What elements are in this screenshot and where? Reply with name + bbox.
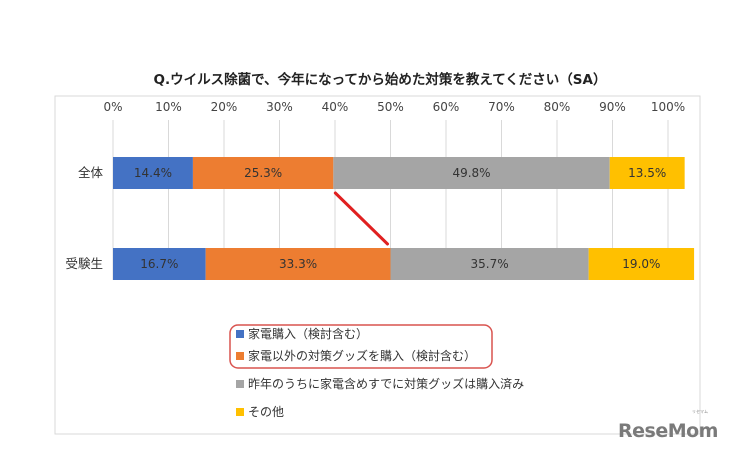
x-tick-label: 30% bbox=[266, 100, 293, 114]
legend-swatch bbox=[236, 330, 244, 338]
data-label: 33.3% bbox=[279, 257, 317, 271]
bar-segments bbox=[113, 157, 695, 280]
x-tick-label: 50% bbox=[377, 100, 404, 114]
x-tick-label: 10% bbox=[155, 100, 182, 114]
annotation-line bbox=[333, 191, 389, 246]
data-label: 19.0% bbox=[622, 257, 660, 271]
category-label: 受験生 bbox=[65, 256, 103, 271]
bar-segment bbox=[333, 157, 610, 189]
legend-label: 昨年のうちに家電含めすでに対策グッズは購入済み bbox=[248, 376, 524, 391]
x-tick-label: 70% bbox=[488, 100, 515, 114]
watermark-small-text: リセマム bbox=[692, 409, 708, 414]
data-label: 14.4% bbox=[134, 166, 172, 180]
watermark-logo: リセマム ReseMom bbox=[618, 409, 718, 442]
chart-title: Q.ウイルス除菌で、今年になってから始めた対策を教えてください（SA） bbox=[154, 71, 607, 88]
data-label: 16.7% bbox=[140, 257, 178, 271]
bar-segment bbox=[192, 157, 334, 189]
bar-segment bbox=[113, 157, 193, 189]
bar-segment bbox=[113, 248, 206, 280]
x-tick-label: 60% bbox=[433, 100, 460, 114]
legend-swatch bbox=[236, 408, 244, 416]
data-label: 13.5% bbox=[628, 166, 666, 180]
x-axis-ticks: 0% 10% 20% 30% 40% 50% 60% 70% 80% 90% 100% bbox=[103, 100, 685, 114]
x-tick-label: 0% bbox=[103, 100, 122, 114]
data-label: 35.7% bbox=[471, 257, 509, 271]
plot-frame bbox=[54, 95, 701, 435]
x-tick-label: 80% bbox=[544, 100, 571, 114]
x-tick-label: 100% bbox=[651, 100, 685, 114]
bar-segment bbox=[390, 248, 589, 280]
watermark-text: ReseMom bbox=[618, 420, 718, 442]
x-tick-label: 90% bbox=[599, 100, 626, 114]
data-labels: 14.4% 25.3% 49.8% 13.5% 16.7% 33.3% 35.7% 19.0% bbox=[134, 166, 666, 271]
x-tick-label: 40% bbox=[322, 100, 349, 114]
category-label: 全体 bbox=[78, 165, 104, 180]
legend-swatch bbox=[236, 380, 244, 388]
data-label: 25.3% bbox=[244, 166, 282, 180]
bar-segment bbox=[205, 248, 391, 280]
legend-swatch bbox=[236, 352, 244, 360]
legend-label: その他 bbox=[248, 405, 284, 419]
legend: 家電購入（検討含む） 家電以外の対策グッズを購入（検討含む） 昨年のうちに家電含めす… bbox=[236, 326, 524, 419]
legend-label: 家電以外の対策グッズを購入（検討含む） bbox=[248, 348, 476, 363]
bar-segment bbox=[588, 248, 695, 280]
x-tick-label: 20% bbox=[211, 100, 238, 114]
legend-label: 家電購入（検討含む） bbox=[248, 326, 368, 341]
legend-highlight-box bbox=[229, 324, 493, 369]
data-label: 49.8% bbox=[452, 166, 490, 180]
bar-segment bbox=[609, 157, 685, 189]
